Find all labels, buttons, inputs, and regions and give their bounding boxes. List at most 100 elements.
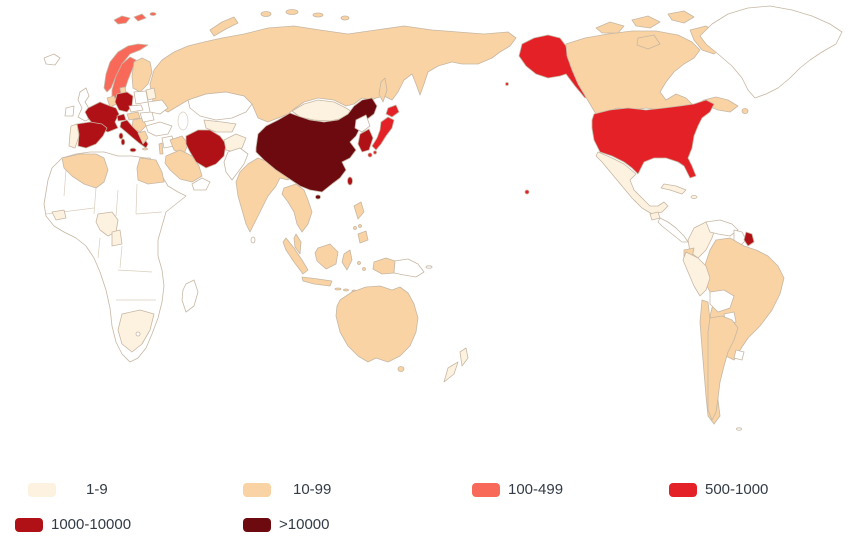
country-bolivia[interactable] bbox=[709, 289, 735, 313]
legend-item-over-10000[interactable]: >10000 bbox=[243, 516, 329, 533]
country-france-corsica[interactable] bbox=[118, 132, 124, 140]
country-austria[interactable] bbox=[126, 111, 141, 121]
country-malaysia[interactable] bbox=[293, 233, 302, 255]
country-poland[interactable] bbox=[133, 90, 149, 105]
country-russia[interactable] bbox=[149, 25, 517, 123]
country-iran[interactable] bbox=[185, 129, 227, 169]
country-svalbard[interactable] bbox=[133, 13, 147, 22]
philippines-island[interactable] bbox=[358, 224, 362, 228]
country-cuba[interactable] bbox=[660, 183, 687, 195]
canada-arctic-island[interactable] bbox=[667, 10, 695, 24]
legend-label[interactable]: 500-1000 bbox=[705, 481, 769, 498]
country-greenland[interactable] bbox=[699, 5, 843, 99]
legend-label[interactable]: 1-9 bbox=[86, 481, 108, 498]
legend-swatch-1-9[interactable] bbox=[28, 482, 56, 497]
country-senegal[interactable] bbox=[51, 209, 67, 221]
country-japan-kyushu[interactable] bbox=[367, 152, 373, 158]
country-afghanistan[interactable] bbox=[223, 133, 247, 153]
country-greece[interactable] bbox=[137, 130, 149, 145]
country-turkey[interactable] bbox=[145, 121, 173, 137]
country-new-zealand-south[interactable] bbox=[443, 361, 459, 383]
country-israel[interactable] bbox=[158, 142, 164, 155]
country-french-guiana[interactable] bbox=[743, 231, 755, 247]
country-argentina[interactable] bbox=[707, 315, 739, 421]
region-indochina[interactable] bbox=[281, 183, 313, 233]
country-indonesia-java[interactable] bbox=[301, 276, 333, 287]
new-britain-island[interactable] bbox=[425, 265, 433, 269]
arctic-island[interactable] bbox=[285, 9, 299, 15]
country-japan-honshu[interactable] bbox=[371, 116, 395, 151]
country-sri-lanka[interactable] bbox=[250, 236, 256, 244]
lesser-sunda-island[interactable] bbox=[343, 288, 349, 292]
country-italy-sicily[interactable] bbox=[129, 147, 137, 153]
country-lesotho[interactable] bbox=[135, 331, 141, 337]
lesser-sunda-island[interactable] bbox=[334, 287, 342, 291]
country-south-africa[interactable] bbox=[117, 309, 155, 353]
country-uruguay[interactable] bbox=[733, 349, 745, 361]
country-philippines-mindanao[interactable] bbox=[357, 230, 369, 244]
country-ukraine[interactable] bbox=[147, 99, 169, 115]
arctic-island[interactable] bbox=[312, 12, 324, 18]
legend-swatch-500-1000[interactable] bbox=[669, 482, 697, 497]
moluccas-island[interactable] bbox=[357, 261, 361, 265]
country-mexico[interactable] bbox=[595, 151, 669, 215]
country-iceland[interactable] bbox=[43, 53, 61, 66]
legend-item-1-9[interactable]: 1-9 bbox=[28, 481, 108, 498]
philippines-island[interactable] bbox=[353, 226, 357, 230]
country-czechia[interactable] bbox=[128, 104, 144, 113]
country-svalbard[interactable] bbox=[149, 12, 157, 16]
legend-item-10-99[interactable]: 10-99 bbox=[243, 481, 331, 498]
legend-item-1000-10000[interactable]: 1000-10000 bbox=[15, 516, 131, 533]
legend-label[interactable]: 1000-10000 bbox=[51, 516, 132, 533]
country-saudi-arabia[interactable] bbox=[164, 149, 203, 183]
country-greece-crete[interactable] bbox=[142, 147, 148, 151]
country-north-korea[interactable] bbox=[354, 114, 371, 133]
country-ireland[interactable] bbox=[64, 105, 75, 117]
country-china-hainan[interactable] bbox=[315, 194, 321, 200]
country-romania[interactable] bbox=[139, 111, 155, 123]
country-norway[interactable] bbox=[103, 43, 149, 93]
region-central-america[interactable] bbox=[657, 217, 689, 243]
canada-arctic-island[interactable] bbox=[631, 15, 661, 29]
country-australia-tasmania[interactable] bbox=[397, 366, 405, 372]
country-finland[interactable] bbox=[131, 57, 153, 93]
legend-label[interactable]: 100-499 bbox=[508, 481, 564, 498]
country-indonesia-sulawesi[interactable] bbox=[341, 249, 353, 271]
country-australia[interactable] bbox=[335, 285, 419, 363]
legend-label[interactable]: >10000 bbox=[279, 516, 330, 533]
country-usa-hawaii[interactable] bbox=[524, 189, 530, 195]
legend-swatch-10-99[interactable] bbox=[243, 482, 271, 497]
arctic-island[interactable] bbox=[260, 11, 272, 17]
country-taiwan[interactable] bbox=[347, 176, 353, 186]
country-philippines-luzon[interactable] bbox=[353, 201, 365, 220]
legend-swatch-100-499[interactable] bbox=[472, 482, 500, 497]
continent-africa[interactable] bbox=[43, 151, 187, 363]
country-yemen-oman[interactable] bbox=[191, 177, 211, 191]
country-italy[interactable] bbox=[119, 119, 149, 149]
legend-swatch-1000-10000[interactable] bbox=[15, 517, 43, 532]
country-central-asia[interactable] bbox=[203, 119, 237, 133]
country-egypt[interactable] bbox=[136, 157, 165, 185]
country-spain[interactable] bbox=[76, 121, 108, 149]
country-madagascar[interactable] bbox=[181, 279, 199, 313]
country-south-korea[interactable] bbox=[357, 128, 374, 153]
country-japan-hokkaido[interactable] bbox=[385, 104, 400, 118]
legend-item-100-499[interactable]: 100-499 bbox=[472, 481, 563, 498]
legend-label[interactable]: 10-99 bbox=[293, 481, 332, 498]
country-germany[interactable] bbox=[114, 91, 134, 113]
country-indonesia-sumatra[interactable] bbox=[282, 237, 309, 275]
falkland-islands[interactable] bbox=[736, 427, 742, 431]
country-algeria[interactable] bbox=[61, 153, 109, 189]
aleutian-island[interactable] bbox=[505, 82, 509, 86]
country-peru[interactable] bbox=[682, 251, 711, 297]
country-usa-mainland[interactable] bbox=[591, 99, 715, 179]
hispaniola-island[interactable] bbox=[690, 195, 698, 199]
country-papua-new-guinea[interactable] bbox=[393, 258, 425, 278]
country-svalbard[interactable] bbox=[113, 15, 131, 25]
country-pakistan[interactable] bbox=[223, 147, 249, 181]
country-russia-sakhalin[interactable] bbox=[378, 77, 388, 103]
country-italy-sardinia[interactable] bbox=[120, 138, 126, 146]
country-japan-shikoku[interactable] bbox=[372, 150, 377, 155]
legend-swatch-over-10000[interactable] bbox=[243, 517, 271, 532]
country-russia-novaya-zemlya[interactable] bbox=[209, 16, 239, 37]
